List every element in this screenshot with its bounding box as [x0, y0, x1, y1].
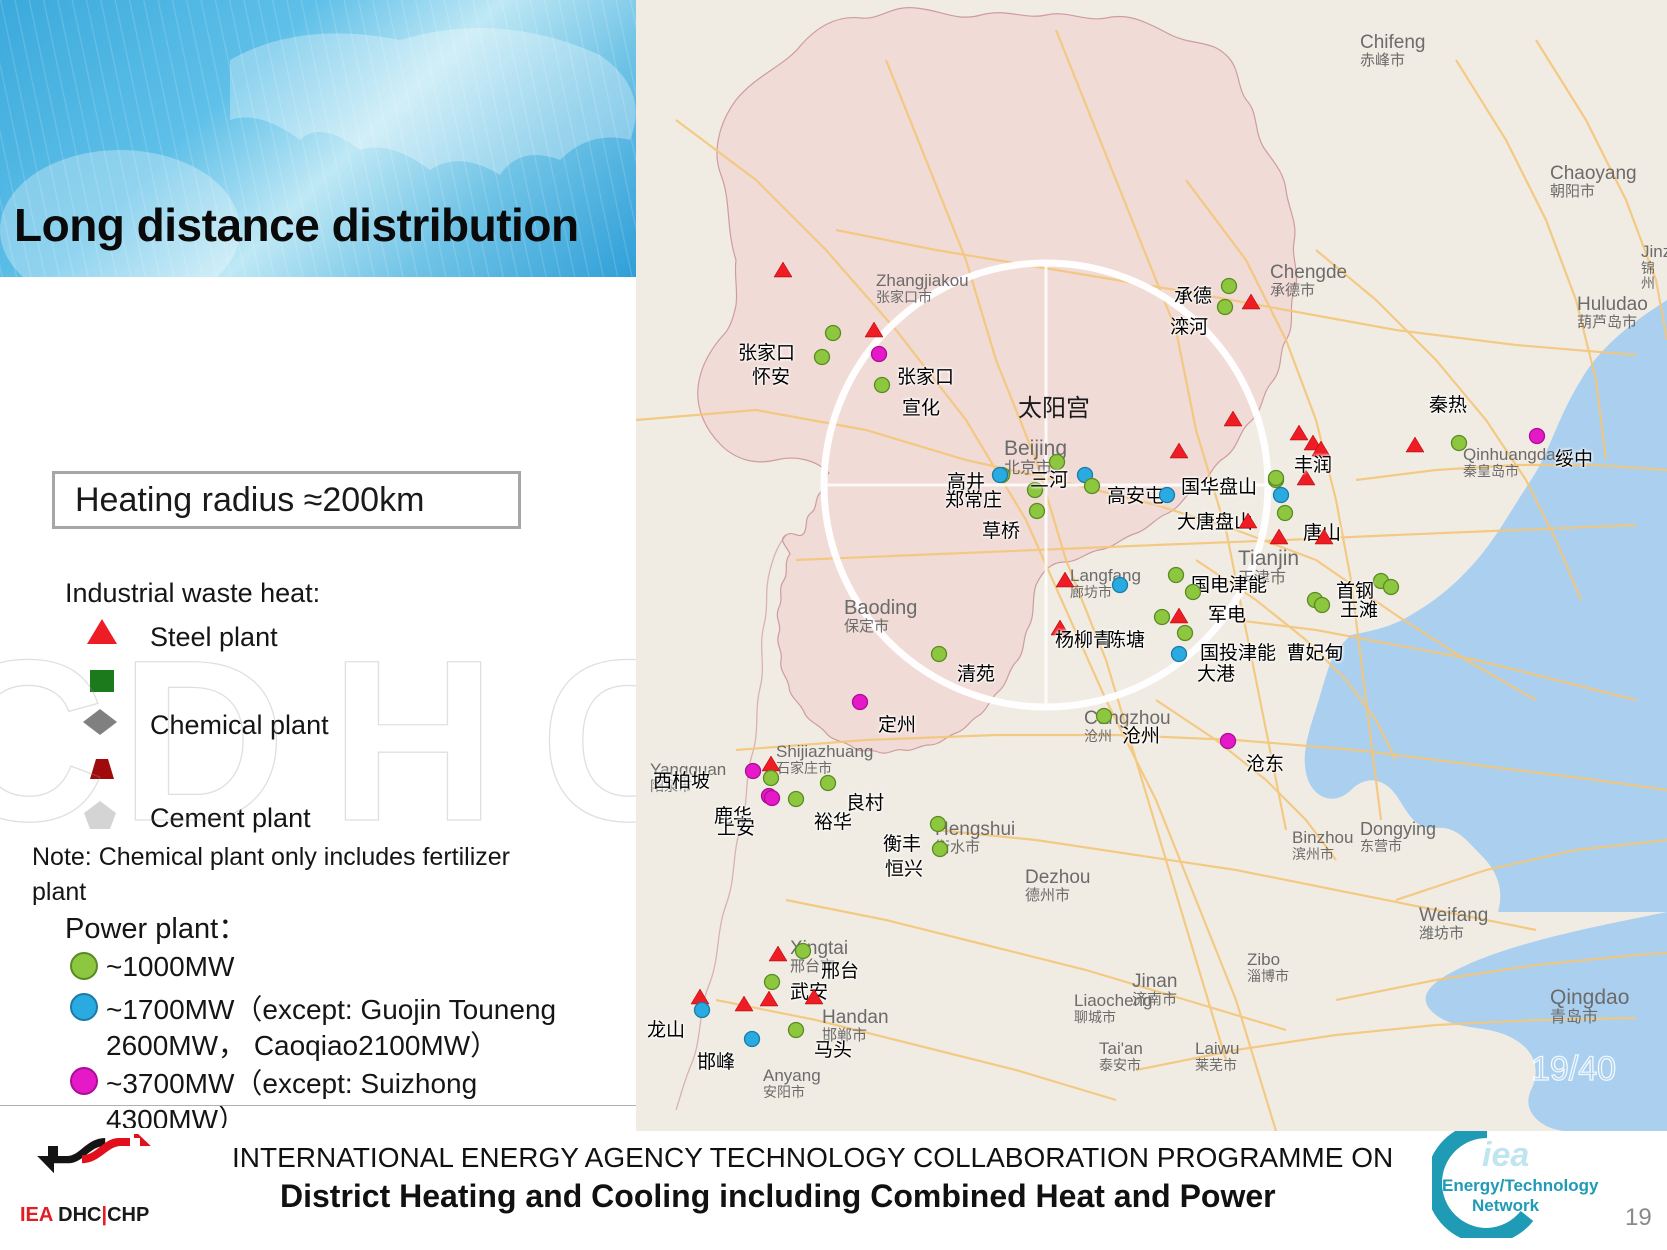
svg-text:H: H	[330, 612, 496, 869]
